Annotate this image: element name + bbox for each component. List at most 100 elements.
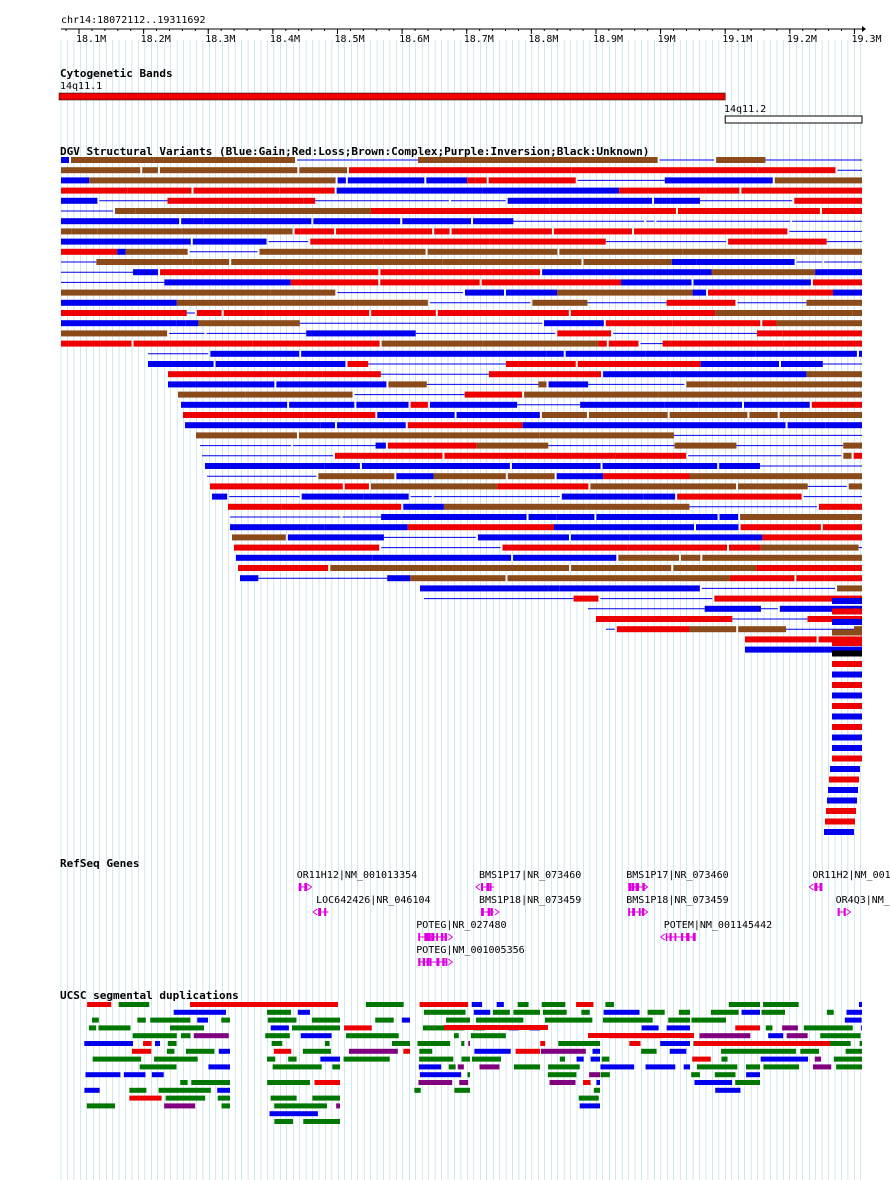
gene-exon (426, 958, 430, 966)
dgv-variant-block (832, 713, 862, 720)
segdup-block (218, 1048, 230, 1054)
dgv-variant-block (427, 248, 558, 255)
segdup-block (710, 1009, 739, 1015)
segdup-block (343, 1056, 390, 1062)
dgv-variant-block (142, 167, 158, 174)
dgv-variant-block (148, 361, 214, 367)
gene-exon (638, 908, 641, 916)
dgv-variant-block (336, 228, 433, 235)
gene-exon (431, 933, 435, 941)
segdup-block (826, 1009, 834, 1015)
dgv-variant-block (61, 299, 177, 306)
segdup-block (418, 1080, 453, 1085)
dgv-variant-block (403, 503, 444, 510)
segdup-block (600, 1064, 635, 1070)
dgv-variant-block (708, 289, 833, 296)
dgv-variant-block (782, 330, 862, 337)
segdup-block (601, 1056, 610, 1062)
dgv-variant-block (410, 401, 428, 408)
dgv-variant-block (506, 289, 558, 296)
dgv-variant-block (627, 544, 728, 551)
dgv-variant-block (670, 197, 700, 204)
dgv-variant-block (588, 412, 668, 418)
dgv-variant-block (196, 432, 297, 439)
segdup-block (691, 1017, 726, 1023)
gene-exon (444, 933, 447, 941)
segdup-block (468, 1041, 470, 1046)
gene-strand-arrow (312, 908, 318, 916)
dgv-variant-block (824, 646, 862, 653)
segdup-block (721, 1048, 760, 1054)
dgv-variant-block (559, 248, 683, 255)
dgv-variant-block (336, 422, 406, 429)
dgv-variant-block (652, 452, 687, 459)
ruler-tick-label: 18.5M (334, 34, 365, 45)
dgv-variant-block (89, 177, 222, 184)
segdup-block (403, 1048, 410, 1054)
dgv-variant-block (192, 259, 230, 265)
segdup-block (578, 1095, 599, 1101)
dgv-variant-block (240, 575, 259, 582)
cytoband-track-title: Cytogenetic Bands (60, 67, 173, 80)
dgv-variant-block (577, 361, 701, 367)
dgv-variant-block (756, 330, 783, 337)
dgv-variant-block (822, 187, 862, 194)
dgv-variant-block (571, 565, 672, 571)
segdup-block (836, 1064, 862, 1070)
segdup-block (471, 1056, 501, 1062)
dgv-variant-block (230, 524, 308, 531)
dgv-variant-block (818, 503, 862, 510)
segdup-block (641, 1025, 659, 1031)
dgv-variant-block (482, 187, 620, 194)
dgv-variant-block (781, 361, 823, 367)
dgv-variant-block (832, 724, 862, 730)
dgv-variant-block (832, 629, 862, 636)
dgv-variant-block (299, 167, 348, 174)
segdup-block (269, 1111, 318, 1117)
gene-exon (686, 933, 690, 941)
gene-exon (442, 958, 445, 966)
dgv-variant-block (181, 228, 293, 235)
dgv-variant-block (153, 157, 238, 163)
segdup-block (311, 1017, 340, 1023)
dgv-variant-block (71, 157, 154, 163)
segdup-block (208, 1064, 230, 1070)
dgv-variant-block (238, 565, 329, 571)
dgv-variant-block (61, 177, 90, 184)
dgv-variant-block (715, 310, 853, 316)
segdup-block (540, 1048, 586, 1054)
segdup-block (300, 1033, 332, 1039)
dgv-variant-block (396, 473, 434, 480)
dgv-variant-block (549, 208, 676, 214)
dgv-variant-block (507, 473, 555, 480)
dgv-variant-block (420, 585, 549, 592)
dgv-variant-block (774, 177, 802, 184)
dgv-variant-block (61, 197, 98, 204)
dgv-variant-block (301, 493, 364, 500)
dgv-variant-block (744, 401, 810, 408)
dgv-variant-block (580, 401, 665, 408)
segdup-block (813, 1064, 832, 1070)
segdup-block (603, 1009, 640, 1015)
gene-exon (422, 958, 426, 966)
segdup-block (346, 1033, 399, 1039)
dgv-variant-block (320, 422, 335, 429)
dgv-variant-block (828, 787, 858, 793)
gene-label: BMS1P17|NR_073460 (626, 870, 729, 881)
dgv-variant-block (677, 208, 820, 214)
dgv-variant-block (347, 177, 425, 184)
segdup-block (165, 1095, 206, 1101)
gene-exon (436, 958, 440, 966)
dgv-variant-block (616, 626, 690, 633)
gene-exon (318, 908, 322, 916)
dgv-variant-block (538, 381, 547, 388)
dgv-variant-block (507, 575, 616, 582)
dgv-variant-block (832, 745, 862, 751)
dgv-variant-block (615, 452, 653, 459)
segdup-block (540, 1041, 546, 1046)
segdup-block (823, 1041, 851, 1046)
dgv-variant-block (522, 157, 658, 163)
dgv-variant-block (279, 187, 335, 194)
segdup-block (763, 1064, 800, 1070)
segdup-block (800, 1048, 820, 1054)
